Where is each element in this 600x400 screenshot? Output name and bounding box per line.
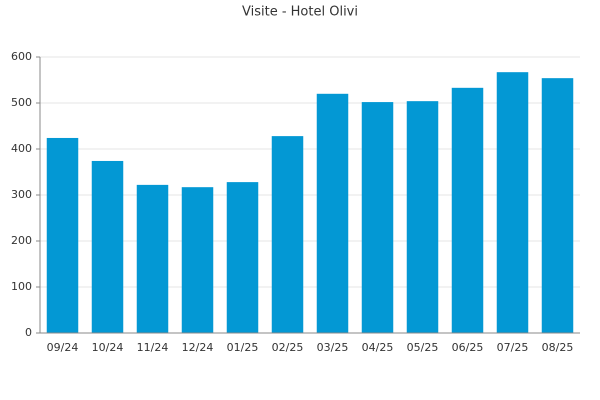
bar [91, 160, 124, 333]
x-tick-label: 03/25 [317, 341, 349, 354]
x-tick-label: 08/25 [542, 341, 574, 354]
chart-title: Visite - Hotel Olivi [242, 5, 358, 20]
y-tick-label: 0 [25, 326, 32, 339]
bar [361, 102, 394, 333]
y-tick-label: 600 [11, 50, 32, 63]
x-tick-label: 02/25 [272, 341, 304, 354]
x-tick-label: 10/24 [92, 341, 124, 354]
x-tick-label: 12/24 [182, 341, 214, 354]
bar [46, 137, 79, 333]
y-tick-label: 200 [11, 234, 32, 247]
x-tick-label: 01/25 [227, 341, 259, 354]
bar [271, 136, 304, 333]
x-tick-label: 11/24 [137, 341, 169, 354]
bar [451, 87, 484, 333]
x-tick-label: 04/25 [362, 341, 394, 354]
y-tick-label: 300 [11, 188, 32, 201]
bar [136, 184, 169, 333]
x-tick-label: 05/25 [407, 341, 439, 354]
x-tick-label: 07/25 [497, 341, 529, 354]
y-tick-label: 500 [11, 96, 32, 109]
y-tick-label: 100 [11, 280, 32, 293]
bar [181, 187, 214, 333]
bar [406, 101, 439, 333]
bar [226, 182, 259, 333]
x-tick-label: 06/25 [452, 341, 484, 354]
bar [496, 72, 529, 334]
bar [316, 93, 349, 333]
x-tick-label: 09/24 [47, 341, 79, 354]
bar [541, 78, 574, 333]
y-tick-label: 400 [11, 142, 32, 155]
